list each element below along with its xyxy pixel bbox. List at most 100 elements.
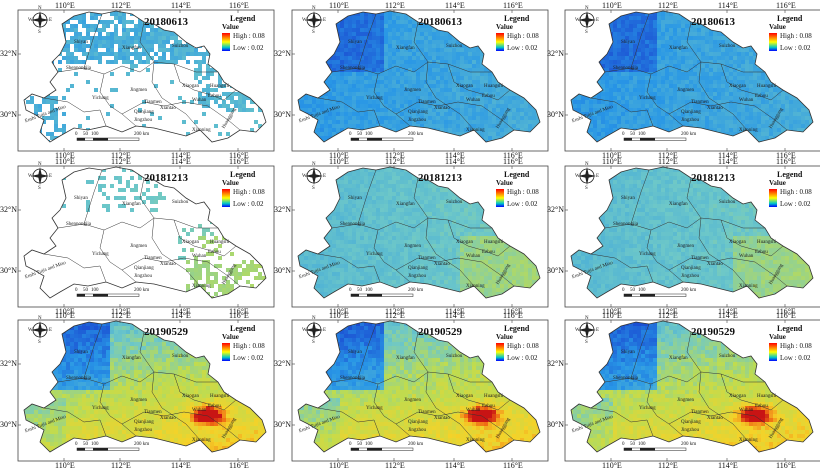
city-label: Suizhou (446, 44, 462, 49)
city-label: Tianmen (144, 100, 162, 105)
city-label: Jingmen (130, 88, 147, 93)
longitude-label: 116°E (503, 2, 523, 10)
scale-label: 0 (75, 132, 78, 137)
longitude-label: 110°E (329, 2, 349, 10)
legend-low: Low : 0.02 (507, 201, 538, 208)
city-label: Shennongjia (340, 66, 365, 71)
scale-bar (624, 138, 686, 141)
city-label: Qianjiang (134, 266, 154, 271)
scale-label: 50 (83, 288, 88, 293)
city-label: Suizhou (172, 44, 188, 49)
legend-title: Legend (504, 325, 529, 333)
compass-icon (31, 321, 49, 339)
compass-e: E (323, 328, 326, 333)
city-label: Qianjiang (408, 420, 428, 425)
city-label: Yichang (366, 96, 383, 101)
legend-color-ramp (769, 189, 777, 207)
latitude-label: 32°N (274, 360, 291, 368)
city-label: Ezhou (482, 250, 495, 255)
longitude-label: 114°E (718, 462, 738, 470)
legend-high: High : 0.08 (780, 33, 812, 40)
scale-bar (77, 294, 139, 297)
city-label: Suizhou (719, 200, 735, 205)
city-label: Jingmen (404, 244, 421, 249)
city-label: Xiangfan (396, 46, 415, 51)
longitude-label: 110°E (329, 158, 349, 166)
city-label: Suizhou (446, 200, 462, 205)
city-label: Xianning (739, 284, 758, 289)
city-label: Xianning (192, 438, 211, 443)
city-label: Jingmen (404, 398, 421, 403)
scale-label: 0 (75, 442, 78, 447)
longitude-label: 114°E (171, 462, 191, 470)
city-label: Tianmen (691, 410, 709, 415)
city-label: Huangshi (210, 394, 229, 399)
scale-label: 100 (638, 442, 646, 447)
city-label: Xiantao (160, 416, 176, 421)
legend-title: Legend (777, 325, 802, 333)
compass-e: E (596, 18, 599, 23)
city-label: Xianning (192, 284, 211, 289)
latitude-label: 30°N (274, 111, 291, 119)
city-label: Yichang (366, 406, 383, 411)
longitude-label: 114°E (445, 2, 465, 10)
longitude-label: 116°E (776, 312, 796, 320)
longitude-label: 112°E (658, 462, 678, 470)
city-label: Wuhan (739, 408, 753, 413)
scale-bar (624, 448, 686, 451)
city-label: Xiangfan (122, 356, 141, 361)
city-label: Xiangfan (669, 46, 688, 51)
longitude-label: 116°E (776, 2, 796, 10)
city-label: Shennongjia (613, 222, 638, 227)
scale-bar (77, 448, 139, 451)
city-label: Shennongjia (66, 376, 91, 381)
scale-label: 100 (638, 288, 646, 293)
scale-bar (351, 294, 413, 297)
longitude-label: 112°E (111, 158, 131, 166)
scale-bar (351, 138, 413, 141)
city-label: Jingzhou (134, 118, 152, 123)
city-label: Xiantao (434, 106, 450, 111)
city-label: Shiyan (621, 350, 635, 355)
city-label: Huangshi (484, 240, 503, 245)
legend-color-ramp (769, 33, 777, 51)
scale-label: 100 (365, 132, 373, 137)
legend-subtitle: Value (769, 24, 786, 31)
compass-icon (305, 11, 323, 29)
city-label: Xiaogan (729, 240, 746, 245)
city-label: Shiyan (74, 40, 88, 45)
longitude-label: 110°E (602, 158, 622, 166)
city-label: Xiaogan (456, 394, 473, 399)
longitude-label: 114°E (718, 312, 738, 320)
city-label: Xiaogan (182, 240, 199, 245)
scale-label: 200 km (134, 132, 149, 137)
latitude-label: 30°N (0, 111, 17, 119)
city-label: Shennongjia (340, 376, 365, 381)
longitude-label: 110°E (329, 312, 349, 320)
city-label: Xiantao (160, 262, 176, 267)
city-label: Qianjiang (408, 266, 428, 271)
longitude-label: 116°E (776, 158, 796, 166)
latitude-label: 30°N (274, 421, 291, 429)
compass-n: N (312, 162, 316, 167)
legend-high: High : 0.08 (780, 343, 812, 350)
scale-label: 200 km (134, 442, 149, 447)
compass-s: S (38, 340, 41, 345)
legend-title: Legend (777, 171, 802, 179)
scale-label: 50 (357, 132, 362, 137)
compass-s: S (585, 186, 588, 191)
longitude-label: 114°E (718, 2, 738, 10)
city-label: Shennongjia (613, 376, 638, 381)
city-label: Wuhan (466, 254, 480, 259)
longitude-label: 112°E (385, 462, 405, 470)
city-label: Huangshi (757, 394, 776, 399)
longitude-label: 116°E (229, 158, 249, 166)
legend-color-ramp (496, 189, 504, 207)
city-label: Xiaogan (182, 84, 199, 89)
compass-e: E (49, 18, 52, 23)
city-label: Shennongjia (66, 222, 91, 227)
latitude-label: 30°N (274, 267, 291, 275)
latitude-label: 32°N (274, 206, 291, 214)
legend-subtitle: Value (496, 334, 513, 341)
city-label: Ezhou (755, 250, 768, 255)
